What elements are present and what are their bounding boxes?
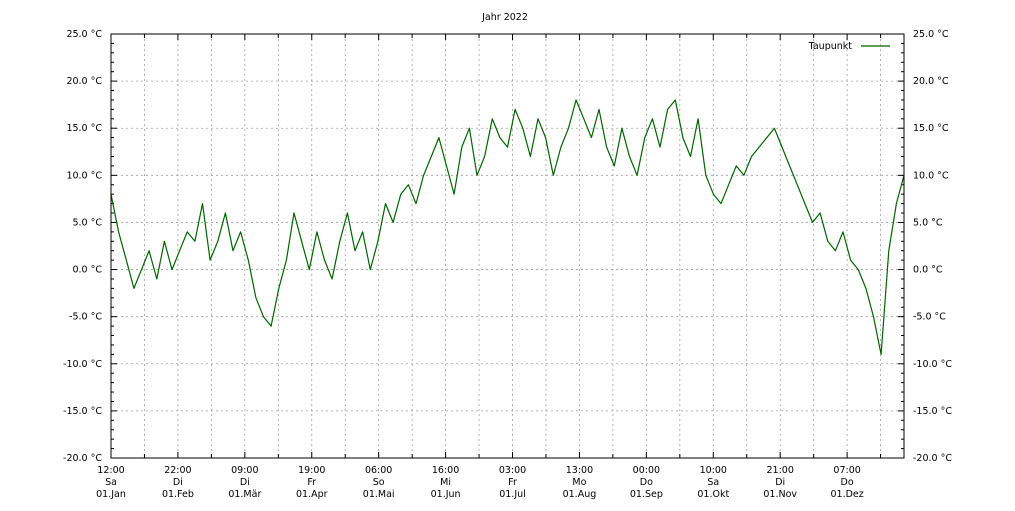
x-tick-time: 19:00 (298, 465, 325, 476)
x-tick-date: 01.Feb (162, 489, 194, 500)
x-tick-time: 07:00 (833, 465, 860, 476)
y-tick-label: 0.0 °C (72, 265, 102, 276)
y-tick-label: -20.0 °C (913, 453, 952, 464)
y-tick-label: 15.0 °C (913, 123, 949, 134)
y-tick-label: -15.0 °C (913, 406, 952, 417)
y-tick-label: -5.0 °C (69, 312, 102, 323)
y-tick-label: 5.0 °C (913, 217, 943, 228)
x-tick-time: 22:00 (164, 465, 191, 476)
y-tick-label: 25.0 °C (66, 29, 102, 40)
y-tick-label: 25.0 °C (913, 29, 949, 40)
x-tick-time: 00:00 (633, 465, 660, 476)
y-tick-label: -20.0 °C (63, 453, 102, 464)
x-tick-day: Do (841, 477, 854, 488)
x-tick-day: Di (775, 477, 785, 488)
x-tick-day: Di (240, 477, 250, 488)
x-tick-date: 01.Sep (630, 489, 663, 500)
x-tick-date: 01.Mär (228, 489, 261, 500)
x-tick-time: 13:00 (566, 465, 593, 476)
y-tick-label: 0.0 °C (913, 265, 943, 276)
x-tick-time: 09:00 (231, 465, 258, 476)
x-tick-day: Mi (440, 477, 451, 488)
x-tick-date: 01.Okt (697, 489, 729, 500)
x-tick-time: 06:00 (365, 465, 392, 476)
x-tick-time: 16:00 (432, 465, 459, 476)
grid-lines (111, 34, 904, 458)
y-tick-label: 20.0 °C (913, 76, 949, 87)
x-tick-time: 12:00 (97, 465, 124, 476)
x-tick-date: 01.Aug (563, 489, 597, 500)
x-tick-time: 21:00 (767, 465, 794, 476)
y-tick-label: -5.0 °C (913, 312, 946, 323)
y-tick-label: 20.0 °C (66, 76, 102, 87)
chart-title: Jahr 2022 (481, 12, 528, 23)
x-tick-day: Fr (508, 477, 517, 488)
x-tick-date: 01.Apr (296, 489, 328, 500)
y-tick-label: 10.0 °C (66, 170, 102, 181)
x-tick-day: Do (640, 477, 653, 488)
x-tick-day: Sa (707, 477, 719, 488)
series-layer (110, 99, 905, 355)
y-axis-right-labels: 25.0 °C 20.0 °C 15.0 °C 10.0 °C 5.0 °C 0.0 °C… (913, 29, 952, 464)
y-tick-label: 10.0 °C (913, 170, 949, 181)
y-tick-label: -10.0 °C (913, 359, 952, 370)
x-axis-labels: 12:00Sa01.Jan22:00Di01.Feb09:00Di01.Mär1… (96, 465, 864, 500)
x-tick-time: 03:00 (499, 465, 526, 476)
y-tick-label: 15.0 °C (66, 123, 102, 134)
x-tick-date: 01.Jul (499, 489, 526, 500)
x-tick-day: Di (173, 477, 183, 488)
x-tick-date: 01.Jun (431, 489, 461, 500)
y-tick-label: 5.0 °C (72, 217, 102, 228)
y-tick-label: -10.0 °C (63, 359, 102, 370)
x-tick-day: Mo (572, 477, 586, 488)
x-tick-date: 01.Nov (763, 489, 797, 500)
x-tick-date: 01.Jan (96, 489, 126, 500)
y-axis-left-labels: 25.0 °C 20.0 °C 15.0 °C 10.0 °C 5.0 °C 0.0 °C… (63, 29, 102, 464)
x-tick-day: Fr (307, 477, 316, 488)
x-tick-date: 01.Mai (363, 489, 395, 500)
legend-label: Taupunkt (808, 41, 853, 52)
x-tick-day: Sa (105, 477, 117, 488)
x-tick-time: 10:00 (700, 465, 727, 476)
x-tick-day: So (373, 477, 385, 488)
x-tick-date: 01.Dez (830, 489, 863, 500)
plot-frame (110, 33, 905, 459)
series-line-taupunkt (110, 99, 905, 355)
axis-ticks (110, 33, 904, 459)
y-tick-label: -15.0 °C (63, 406, 102, 417)
legend: Taupunkt (808, 41, 890, 52)
